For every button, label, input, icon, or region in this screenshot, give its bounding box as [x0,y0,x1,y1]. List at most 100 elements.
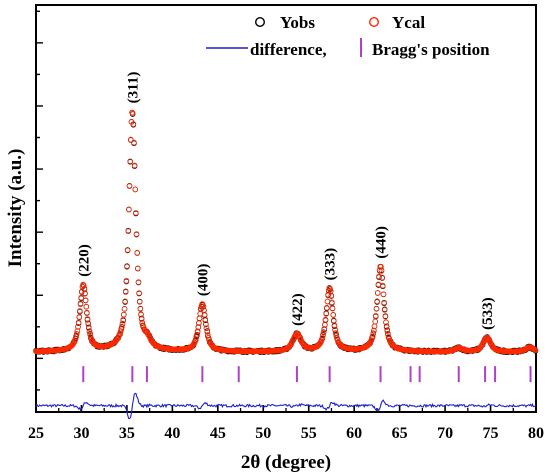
ycal-point [133,210,139,216]
ycal-point [195,324,202,331]
ycal-point [76,314,83,320]
ycal-point [134,249,141,256]
ycal-point [135,279,142,285]
ycal-point [81,285,88,292]
x-tick-label: 65 [392,425,408,442]
legend-ycal-marker [369,17,380,28]
ycal-point [82,290,88,297]
ycal-point [380,291,387,298]
ycal-point [371,327,377,334]
ycal-point [132,186,139,193]
ycal-point [122,289,129,295]
ycal-point [370,330,377,337]
peak-label: (333) [323,248,339,281]
ycal-point [365,341,372,348]
ycal-point [379,274,386,281]
ycal-point [84,310,90,317]
ycal-point [113,337,119,344]
ycal-point [321,326,328,332]
ycal-point [129,110,136,116]
x-tick-label: 50 [255,425,271,442]
ycal-point [383,324,390,331]
ycal-markers [33,109,539,355]
x-tick-label: 25 [28,425,44,442]
ycal-point [372,312,379,319]
x-tick-label: 75 [483,425,499,442]
x-tick-label: 40 [164,425,180,442]
ycal-point [119,323,125,330]
ycal-point [191,341,197,347]
ycal-point [138,316,145,322]
ycal-point [119,320,126,327]
ycal-point [123,277,130,284]
peak-label: (533) [480,297,496,330]
ycal-point [130,121,137,127]
legend-bragg-label: Bragg's position [372,40,490,59]
ycal-point [327,285,333,292]
ycal-point [384,328,391,334]
ycal-point [381,307,388,313]
ycal-point [75,319,82,326]
x-tick-label: 55 [301,425,317,442]
ycal-point [374,290,381,296]
x-tick-label: 60 [346,425,362,442]
bragg-ticks [82,366,532,383]
ycal-point [329,299,335,306]
legend-yobs-label: Yobs [280,13,315,32]
ycal-point [121,305,128,312]
ycal-point [78,294,84,301]
ycal-point [332,330,339,336]
ycal-point [194,331,200,338]
legend-ycal-label: Ycal [392,13,425,32]
legend-yobs-marker [254,17,265,28]
ycal-point [382,313,389,320]
ycal-point [83,303,90,310]
ycal-point [124,247,131,254]
ycal-point [320,329,327,336]
ycal-point [125,228,132,235]
ycal-point [193,334,200,341]
ycal-point [320,332,326,339]
yobs-markers [33,109,539,356]
ycal-point [126,206,132,213]
ycal-point [131,162,138,169]
peak-labels: (220) (311) (400) (422) (333) (440) (533) [76,72,496,330]
x-axis-label: 2θ (degree) [241,452,331,473]
ycal-point [129,109,135,116]
ycal-point [328,293,335,300]
ycal-point [378,264,384,270]
ycal-point [323,311,330,317]
ycal-point [204,329,211,335]
ycal-point [82,297,89,304]
ycal-point [126,183,133,190]
ycal-point [135,265,141,272]
difference-line [35,392,537,420]
ycal-point [379,282,386,289]
peak-label: (440) [374,226,390,259]
ycal-point [86,328,93,335]
y-axis-label: Intensity (a.u.) [5,149,26,268]
peak-label: (422) [290,293,306,326]
ycal-point [69,342,76,348]
ycal-point [323,304,330,311]
ycal-point [373,306,380,312]
ycal-point [374,298,380,305]
legend: Yobs Ycal difference, Bragg's position [206,13,490,59]
ycal-point [381,299,387,306]
ycal-point [332,326,338,333]
ycal-point [376,273,382,280]
ycal-point [205,334,212,341]
ycal-point [73,334,79,340]
legend-difference-label: difference, [250,40,327,59]
ycal-point [331,322,338,329]
peak-label: (400) [195,264,211,297]
ycal-point [86,325,92,332]
ycal-point [200,303,207,310]
ycal-point [74,328,81,334]
ycal-point [122,298,128,305]
ycal-point [80,281,86,288]
ycal-point [85,321,91,327]
ycal-point [137,306,144,312]
axis-ticks [35,10,537,412]
